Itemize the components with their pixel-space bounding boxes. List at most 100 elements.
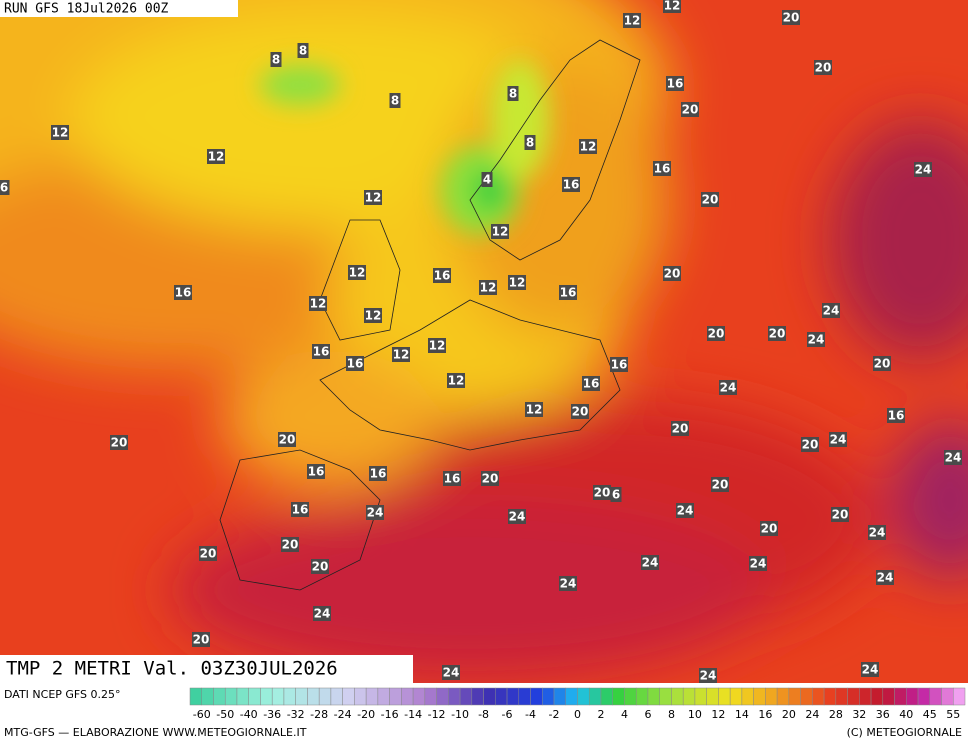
contour-label-box xyxy=(442,665,460,680)
scale-swatch xyxy=(459,687,473,706)
scale-label: -16 xyxy=(381,708,399,721)
scale-swatch xyxy=(424,687,437,706)
contour-label-box xyxy=(346,356,364,371)
contour-label-box xyxy=(207,149,225,164)
map-title: TMP 2 METRI Val. 03Z30JUL2026 xyxy=(6,658,338,680)
contour-label: 16 xyxy=(667,77,684,91)
contour-label-box xyxy=(944,450,962,465)
scale-label: 6 xyxy=(644,708,651,721)
contour-label-box xyxy=(671,421,689,436)
contour-label-box xyxy=(366,505,384,520)
contour-label-box xyxy=(876,570,894,585)
contour-label: 16 xyxy=(434,269,451,283)
scale-swatch xyxy=(953,687,966,706)
scale-label: 8 xyxy=(668,708,675,721)
contour-label: 12 xyxy=(526,403,543,417)
contour-label: 24 xyxy=(677,504,694,518)
contour-label-box xyxy=(192,632,210,647)
contour-label-box xyxy=(623,13,641,28)
contour-label: 20 xyxy=(672,422,689,436)
contour-label: 8 xyxy=(391,94,399,108)
contour-label-box xyxy=(666,76,684,91)
scale-swatch xyxy=(248,687,261,706)
contour-label-box xyxy=(782,10,800,25)
scale-swatch xyxy=(671,687,684,706)
contour-label-box xyxy=(364,190,382,205)
contour-label-box xyxy=(508,509,526,524)
contour-label-box xyxy=(887,408,905,423)
coastline xyxy=(219,39,641,591)
scale-swatch xyxy=(929,687,942,706)
scale-swatch xyxy=(577,687,590,706)
contour-label-box xyxy=(508,275,526,290)
scale-label: -20 xyxy=(357,708,375,721)
contour-label-box xyxy=(524,135,536,150)
contour-label: 24 xyxy=(915,163,932,177)
contour-label: 24 xyxy=(700,669,717,683)
contour-label: 16 xyxy=(583,377,600,391)
contour-label: 24 xyxy=(642,556,659,570)
contour-label: 24 xyxy=(314,607,331,621)
scale-swatch xyxy=(917,687,931,706)
scale-swatch xyxy=(635,687,649,706)
contour-label: 16 xyxy=(308,465,325,479)
contour-label: 20 xyxy=(769,327,786,341)
contour-label: 20 xyxy=(279,433,296,447)
contour-label: 24 xyxy=(808,333,825,347)
contour-label-box xyxy=(749,556,767,571)
contour-label-box xyxy=(313,606,331,621)
contour-label: 24 xyxy=(862,663,879,677)
contour-label: 16 xyxy=(313,345,330,359)
contour-label: 20 xyxy=(312,560,329,574)
contour-label: 20 xyxy=(712,478,729,492)
source-label: DATI NCEP GFS 0.25° xyxy=(4,688,121,701)
scale-swatch xyxy=(530,687,543,706)
scale-swatch xyxy=(307,687,320,706)
scale-swatch xyxy=(354,687,367,706)
contour-label: 24 xyxy=(509,510,526,524)
contour-label: 20 xyxy=(832,508,849,522)
contour-label-box xyxy=(447,373,465,388)
scale-swatch xyxy=(624,687,637,706)
scale-label: -24 xyxy=(334,708,352,721)
contour-label: 20 xyxy=(874,357,891,371)
scale-swatch xyxy=(448,687,461,706)
contour-label: 12 xyxy=(664,0,681,13)
contour-label: 24 xyxy=(877,571,894,585)
contour-label-box xyxy=(914,162,932,177)
scale-swatch xyxy=(495,687,508,706)
contour-label-box xyxy=(681,102,699,117)
contour-label-box xyxy=(807,332,825,347)
color-scale: -60 -50 -40 -36 -32 -28 -24 -20 -16 -14 -12 -10 -8 -6… xyxy=(189,687,966,721)
contour-label: 20 xyxy=(664,267,681,281)
contour-label-box xyxy=(801,437,819,452)
scale-label: 28 xyxy=(829,708,843,721)
contour-label: 12 xyxy=(580,140,597,154)
contour-label-box xyxy=(110,435,128,450)
scale-swatch xyxy=(295,687,308,706)
contour-label-box xyxy=(481,471,499,486)
scale-label: 0 xyxy=(574,708,581,721)
scale-swatch xyxy=(318,687,332,706)
contour-label-box xyxy=(582,376,600,391)
contour-label-box xyxy=(507,86,519,101)
scale-label: 10 xyxy=(688,708,702,721)
scale-swatch xyxy=(377,687,390,706)
contour-label-box xyxy=(593,485,611,500)
contour-label-box xyxy=(814,60,832,75)
contour-label: 16 xyxy=(444,472,461,486)
contour-label-box xyxy=(768,326,786,341)
contour-label-box xyxy=(829,432,847,447)
footer-left: MTG-GFS — ELABORAZIONE WWW.METEOGIORNALE… xyxy=(4,726,307,739)
scale-swatch xyxy=(483,687,496,706)
contour-label: 20 xyxy=(682,103,699,117)
scale-label: -60 xyxy=(193,708,211,721)
contour-label: 16 xyxy=(175,286,192,300)
contour-label: 16 xyxy=(370,467,387,481)
scale-swatch xyxy=(471,687,484,706)
contour-label-box xyxy=(579,139,597,154)
contour-label-box xyxy=(559,576,577,591)
scale-swatch xyxy=(553,687,567,706)
contour-label-box xyxy=(297,43,309,58)
